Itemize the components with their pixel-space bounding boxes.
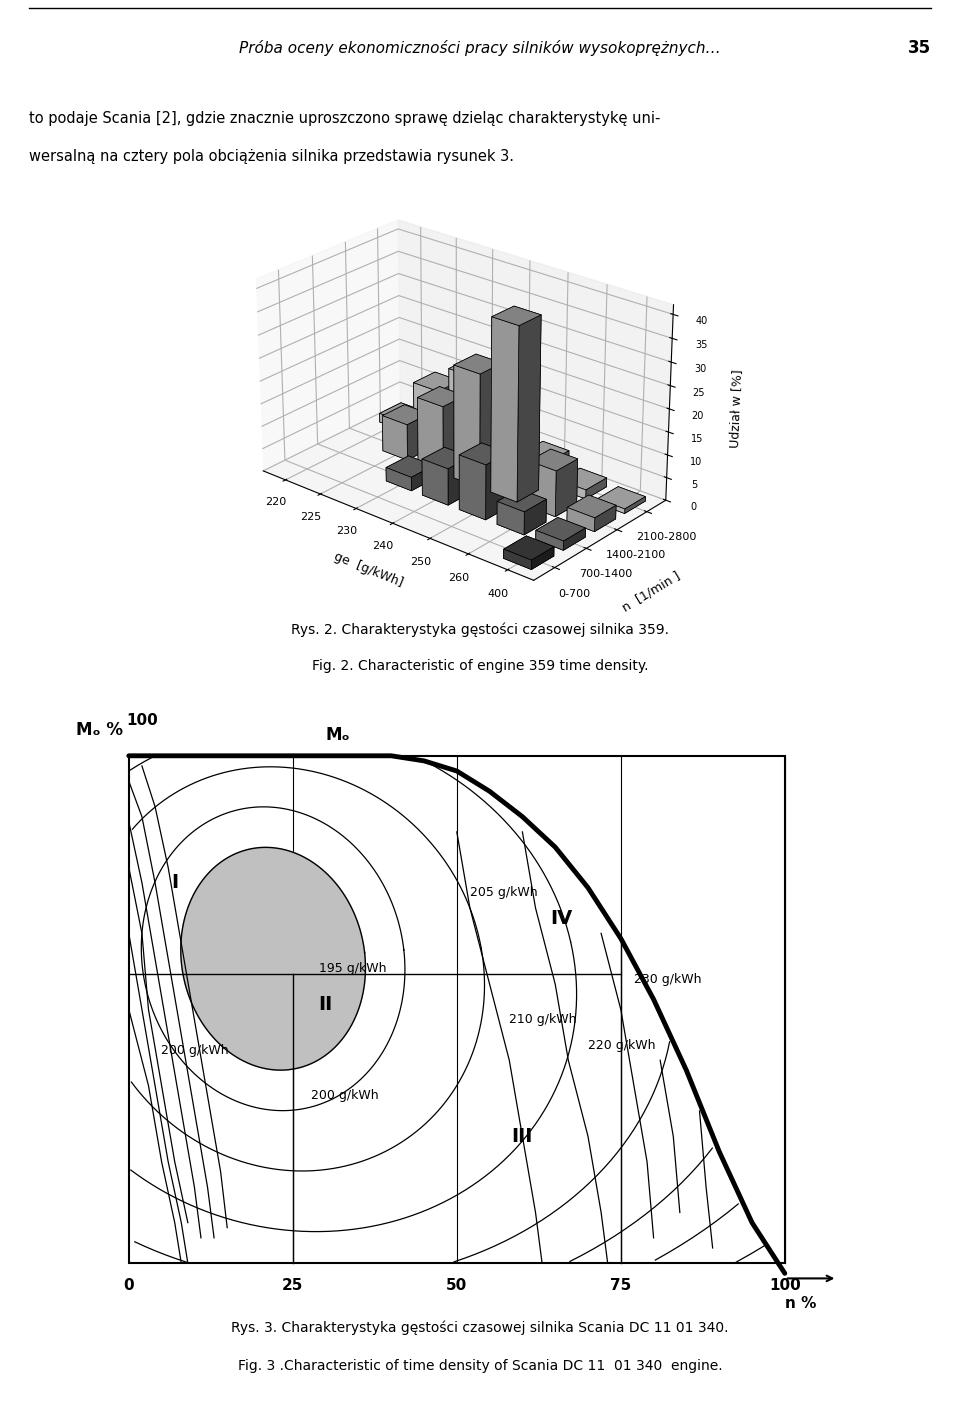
Text: 200 g/kWh: 200 g/kWh bbox=[311, 1089, 379, 1102]
Polygon shape bbox=[180, 847, 366, 1070]
Text: 220 g/kWh: 220 g/kWh bbox=[588, 1038, 656, 1052]
Text: II: II bbox=[319, 995, 333, 1014]
X-axis label: ge  [g/kWh]: ge [g/kWh] bbox=[332, 549, 405, 589]
Text: 25: 25 bbox=[282, 1279, 303, 1293]
Text: 75: 75 bbox=[611, 1279, 632, 1293]
Text: Fig. 3 .Characteristic of time density of Scania DC 11  01 340  engine.: Fig. 3 .Characteristic of time density o… bbox=[238, 1359, 722, 1374]
Bar bbox=[129, 756, 784, 1263]
Y-axis label: n  [1/min ]: n [1/min ] bbox=[620, 569, 683, 615]
Text: Fig. 2. Characteristic of engine 359 time density.: Fig. 2. Characteristic of engine 359 tim… bbox=[312, 658, 648, 673]
Text: Rys. 2. Charakterystyka gęstości czasowej silnika 359.: Rys. 2. Charakterystyka gęstości czasowe… bbox=[291, 623, 669, 637]
Text: I: I bbox=[171, 874, 179, 892]
Text: 230 g/kWh: 230 g/kWh bbox=[634, 973, 702, 986]
Text: 50: 50 bbox=[446, 1279, 468, 1293]
Text: to podaje Scania [2], gdzie znacznie uproszczono sprawę dzieląc charakterystykę : to podaje Scania [2], gdzie znacznie upr… bbox=[29, 112, 660, 126]
Text: Mₒ %: Mₒ % bbox=[77, 721, 123, 739]
Text: 200 g/kWh: 200 g/kWh bbox=[160, 1044, 228, 1056]
Text: 35: 35 bbox=[908, 38, 931, 57]
Text: 100: 100 bbox=[126, 712, 157, 728]
Text: IV: IV bbox=[551, 909, 573, 927]
Text: wersalną na cztery pola obciążenia silnika przedstawia rysunek 3.: wersalną na cztery pola obciążenia silni… bbox=[29, 149, 514, 164]
Text: Rys. 3. Charakterystyka gęstości czasowej silnika Scania DC 11 01 340.: Rys. 3. Charakterystyka gęstości czasowe… bbox=[231, 1321, 729, 1335]
Text: 100: 100 bbox=[769, 1279, 801, 1293]
Text: 205 g/kWh: 205 g/kWh bbox=[470, 886, 538, 899]
Text: 0: 0 bbox=[124, 1279, 134, 1293]
Text: 210 g/kWh: 210 g/kWh bbox=[509, 1012, 577, 1027]
Text: Mₒ: Mₒ bbox=[325, 726, 350, 745]
Text: III: III bbox=[512, 1127, 533, 1146]
Text: 195 g/kWh: 195 g/kWh bbox=[319, 963, 387, 976]
Text: Próba oceny ekonomiczności pracy silników wysokoprężnych…: Próba oceny ekonomiczności pracy silnikó… bbox=[239, 40, 721, 55]
Text: n %: n % bbox=[784, 1296, 816, 1311]
